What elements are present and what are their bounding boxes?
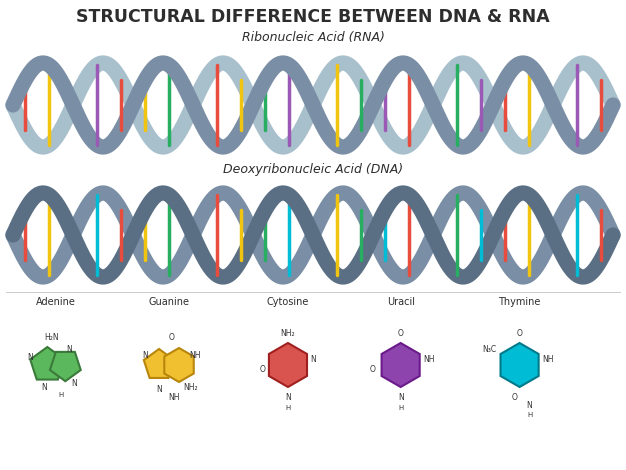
- Polygon shape: [50, 352, 81, 381]
- Text: N: N: [28, 352, 33, 361]
- Text: H: H: [285, 405, 290, 411]
- Text: Thymine: Thymine: [498, 297, 541, 307]
- Text: H: H: [398, 405, 403, 411]
- Polygon shape: [30, 347, 64, 380]
- Text: Cytosine: Cytosine: [267, 297, 309, 307]
- Text: H: H: [527, 412, 532, 418]
- Text: Adenine: Adenine: [36, 297, 76, 307]
- Text: Ribonucleic Acid (RNA): Ribonucleic Acid (RNA): [242, 31, 384, 45]
- Text: N: N: [71, 378, 77, 387]
- Text: NH: NH: [189, 351, 201, 360]
- Text: O: O: [398, 329, 404, 337]
- Text: N: N: [398, 393, 404, 402]
- Text: N: N: [285, 393, 291, 402]
- Text: O: O: [169, 332, 175, 342]
- Polygon shape: [269, 343, 307, 387]
- Text: NH: NH: [168, 392, 180, 401]
- Polygon shape: [164, 348, 193, 382]
- Text: O: O: [516, 329, 523, 337]
- Text: N: N: [526, 400, 533, 409]
- Polygon shape: [501, 343, 538, 387]
- Text: N₃C: N₃C: [483, 345, 496, 354]
- Polygon shape: [144, 349, 174, 378]
- Text: NH₂: NH₂: [280, 329, 295, 337]
- Text: Uracil: Uracil: [387, 297, 414, 307]
- Text: NH: NH: [542, 355, 553, 365]
- Text: O: O: [370, 366, 376, 375]
- Text: STRUCTURAL DIFFERENCE BETWEEN DNA & RNA: STRUCTURAL DIFFERENCE BETWEEN DNA & RNA: [76, 8, 550, 26]
- Text: N: N: [41, 383, 47, 392]
- Text: N: N: [142, 351, 148, 360]
- Text: NH: NH: [423, 355, 434, 365]
- Text: Deoxyribonucleic Acid (DNA): Deoxyribonucleic Acid (DNA): [223, 164, 403, 177]
- Text: H₂N: H₂N: [44, 334, 59, 343]
- Text: O: O: [260, 366, 266, 375]
- Text: Guanine: Guanine: [148, 297, 190, 307]
- Text: O: O: [511, 393, 518, 402]
- Text: N: N: [156, 385, 162, 394]
- Polygon shape: [382, 343, 419, 387]
- Text: N: N: [66, 345, 72, 354]
- Text: H: H: [59, 392, 64, 398]
- Text: NH₂: NH₂: [183, 383, 198, 392]
- Text: N: N: [310, 355, 316, 365]
